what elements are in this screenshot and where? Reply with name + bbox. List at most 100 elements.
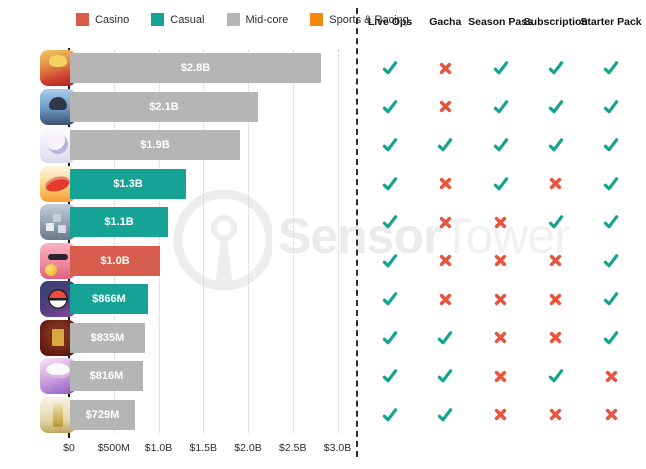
- matrix-cell: [547, 213, 565, 231]
- x-axis-tick-label: $3.0B: [323, 442, 352, 454]
- bar-value-label: $1.0B: [100, 254, 130, 267]
- check-icon: [438, 331, 453, 345]
- legend-swatch-icon: [76, 13, 89, 26]
- check-icon: [438, 138, 453, 152]
- matrix-cell: [381, 406, 399, 424]
- check-icon: [382, 331, 398, 345]
- matrix-column-header-starter-pack: Starter Pack: [580, 16, 642, 28]
- x-axis-tick-label: $1.0B: [144, 442, 173, 454]
- bar-value-label: $1.9B: [140, 139, 170, 152]
- revenue-bar: $866M: [70, 284, 148, 315]
- legend-label: Casino: [95, 13, 130, 26]
- gridline: [113, 50, 115, 434]
- x-axis-tick-label: $1.5B: [189, 442, 217, 454]
- check-icon: [382, 176, 398, 191]
- matrix-cell: [436, 252, 454, 270]
- check-icon: [493, 176, 508, 191]
- revenue-bar: $1.1B: [70, 207, 168, 238]
- check-icon: [382, 253, 398, 268]
- gridline: [158, 50, 160, 434]
- legend-swatch-icon: [151, 13, 165, 26]
- cross-icon: [605, 409, 617, 421]
- revenue-bar: $1.0B: [70, 245, 160, 276]
- matrix-column-header-gacha: Gacha: [429, 16, 462, 28]
- check-icon: [493, 61, 508, 75]
- bar-value-label: $835M: [90, 331, 125, 344]
- gridline: [292, 50, 294, 434]
- x-axis-tick-label: $2.5B: [279, 442, 307, 454]
- bar-value-label: $729M: [85, 408, 120, 421]
- check-icon: [603, 331, 619, 345]
- section-divider: [356, 8, 358, 457]
- cross-icon: [494, 293, 507, 305]
- gridline: [337, 50, 339, 434]
- matrix-cell: [436, 367, 454, 385]
- legend-item-mid-core: Mid-core: [226, 13, 288, 26]
- cross-icon: [439, 177, 451, 190]
- check-icon: [438, 408, 453, 422]
- cross-icon: [439, 293, 451, 305]
- matrix-column-header-subscription: Subscription: [523, 16, 588, 28]
- matrix-cell: [602, 290, 620, 308]
- revenue-bar: $729M: [70, 399, 135, 430]
- cross-icon: [494, 332, 507, 344]
- matrix-cell: [492, 252, 510, 270]
- check-icon: [603, 215, 619, 229]
- matrix-cell: [492, 175, 510, 193]
- cross-icon: [494, 370, 507, 383]
- legend-label: Casual: [170, 13, 205, 26]
- cross-icon: [550, 409, 562, 421]
- matrix-cell: [436, 175, 454, 193]
- matrix-cell: [381, 98, 399, 116]
- matrix-cell: [602, 98, 620, 116]
- matrix-cell: [381, 175, 399, 193]
- bar-value-label: $2.8B: [180, 62, 211, 74]
- matrix-cell: [547, 329, 565, 347]
- check-icon: [382, 215, 398, 229]
- matrix-cell: [602, 406, 620, 424]
- matrix-cell: [547, 367, 565, 385]
- check-icon: [493, 99, 508, 113]
- matrix-cell: [547, 59, 565, 77]
- legend-item-casino: Casino: [76, 13, 129, 26]
- cross-icon: [439, 216, 451, 228]
- matrix-cell: [547, 290, 565, 308]
- check-icon: [603, 176, 619, 191]
- matrix-cell: [602, 175, 620, 193]
- revenue-bar: $1.3B: [70, 168, 186, 199]
- check-icon: [382, 138, 398, 152]
- matrix-cell: [436, 406, 454, 424]
- matrix-cell: [492, 367, 510, 385]
- cross-icon: [605, 370, 617, 383]
- cross-icon: [439, 62, 451, 74]
- check-icon: [382, 408, 398, 422]
- bar-value-label: $816M: [89, 370, 124, 383]
- legend-swatch-icon: [226, 13, 240, 26]
- check-icon: [438, 369, 453, 383]
- cross-icon: [550, 332, 562, 344]
- revenue-bar: $835M: [70, 322, 145, 353]
- matrix-cell: [492, 329, 510, 347]
- bar-value-label: $2.1B: [149, 100, 179, 113]
- check-icon: [603, 292, 619, 306]
- matrix-cell: [436, 136, 454, 154]
- matrix-cell: [381, 367, 399, 385]
- check-icon: [603, 138, 619, 152]
- matrix-cell: [381, 252, 399, 270]
- check-icon: [382, 61, 398, 75]
- legend-item-sports-racing: Sports & Racing: [310, 13, 409, 26]
- cross-icon: [550, 255, 562, 267]
- matrix-cell: [602, 367, 620, 385]
- check-icon: [603, 99, 619, 113]
- bar-value-label: $1.1B: [104, 216, 134, 229]
- legend-swatch-icon: [310, 13, 324, 26]
- cross-icon: [550, 177, 562, 190]
- matrix-cell: [436, 290, 454, 308]
- matrix-column-header-season-pass: Season Pass: [468, 16, 533, 28]
- matrix-cell: [436, 59, 454, 77]
- matrix-cell: [547, 175, 565, 193]
- matrix-cell: [547, 406, 565, 424]
- matrix-cell: [381, 290, 399, 308]
- matrix-cell: [436, 98, 454, 116]
